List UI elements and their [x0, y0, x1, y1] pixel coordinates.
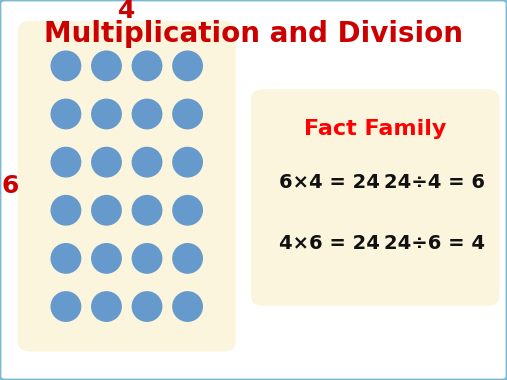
Text: 6×4 = 24: 6×4 = 24	[279, 173, 380, 192]
Text: Fact Family: Fact Family	[304, 119, 446, 139]
Ellipse shape	[132, 51, 162, 81]
Ellipse shape	[172, 291, 203, 322]
Text: 4×6 = 24: 4×6 = 24	[279, 234, 380, 253]
Text: Multiplication and Division: Multiplication and Division	[44, 20, 463, 48]
Ellipse shape	[132, 243, 162, 274]
Ellipse shape	[51, 98, 81, 130]
Ellipse shape	[132, 195, 162, 226]
Ellipse shape	[91, 98, 122, 130]
Ellipse shape	[51, 51, 81, 81]
Ellipse shape	[91, 147, 122, 177]
Ellipse shape	[91, 51, 122, 81]
Text: 6: 6	[2, 174, 19, 198]
Ellipse shape	[172, 51, 203, 81]
Ellipse shape	[172, 243, 203, 274]
FancyBboxPatch shape	[18, 21, 236, 352]
FancyBboxPatch shape	[251, 89, 499, 306]
Ellipse shape	[51, 147, 81, 177]
Ellipse shape	[91, 291, 122, 322]
Text: 4: 4	[118, 0, 135, 24]
Ellipse shape	[132, 98, 162, 130]
Text: 24÷6 = 4: 24÷6 = 4	[384, 234, 485, 253]
Ellipse shape	[132, 291, 162, 322]
Ellipse shape	[132, 147, 162, 177]
Text: 24÷4 = 6: 24÷4 = 6	[384, 173, 485, 192]
Ellipse shape	[91, 243, 122, 274]
Ellipse shape	[172, 195, 203, 226]
Ellipse shape	[51, 291, 81, 322]
Ellipse shape	[91, 195, 122, 226]
Ellipse shape	[51, 195, 81, 226]
Ellipse shape	[172, 98, 203, 130]
Ellipse shape	[51, 243, 81, 274]
Ellipse shape	[172, 147, 203, 177]
